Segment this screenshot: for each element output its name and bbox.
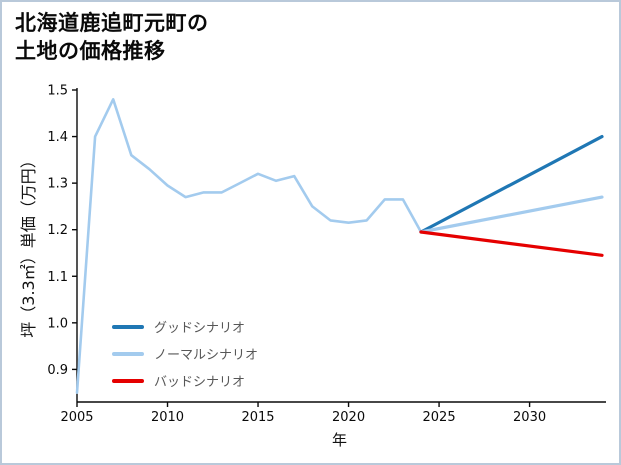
good-line bbox=[419, 135, 604, 234]
legend: グッドシナリオ ノーマルシナリオ バッドシナリオ bbox=[112, 318, 259, 390]
x-tick-label: 2025 bbox=[423, 410, 456, 425]
bad-scenario-swatch bbox=[112, 378, 144, 383]
title-line-2: 土地の価格推移 bbox=[15, 38, 166, 63]
y-tick-label: 0.9 bbox=[47, 363, 68, 378]
legend-label-good: グッドシナリオ bbox=[154, 321, 246, 336]
y-tick-label: 1.3 bbox=[47, 177, 68, 192]
x-tick-label: 2015 bbox=[241, 410, 274, 425]
history-line bbox=[75, 98, 423, 395]
legend-label-bad: バッドシナリオ bbox=[154, 375, 246, 390]
x-tick-label: 2030 bbox=[513, 410, 546, 425]
y-tick-label: 1.1 bbox=[47, 270, 68, 285]
legend-item-bad: バッドシナリオ bbox=[112, 372, 258, 390]
y-tick-label: 1.0 bbox=[47, 316, 68, 331]
y-axis-label: 坪（3.3㎡）単価（万円） bbox=[19, 152, 38, 338]
y-tick-label: 1.4 bbox=[47, 130, 68, 145]
legend-item-good: グッドシナリオ bbox=[112, 318, 258, 336]
x-axis-label: 年 bbox=[331, 431, 347, 449]
x-tick-label: 2005 bbox=[60, 410, 93, 425]
legend-item-normal: ノーマルシナリオ bbox=[112, 345, 259, 363]
y-tick-label: 1.5 bbox=[47, 84, 68, 99]
normal-line bbox=[419, 195, 604, 234]
y-tick-label: 1.2 bbox=[47, 223, 68, 238]
axes bbox=[72, 88, 606, 407]
page-title: 北海道鹿追町元町の 土地の価格推移 bbox=[15, 10, 209, 65]
normal-scenario-swatch bbox=[112, 351, 144, 356]
legend-label-normal: ノーマルシナリオ bbox=[154, 348, 259, 363]
title-line-1: 北海道鹿追町元町の bbox=[15, 11, 209, 35]
x-tick-label: 2020 bbox=[332, 410, 365, 425]
bad-line bbox=[419, 230, 604, 257]
x-tick-label: 2010 bbox=[151, 410, 184, 425]
good-scenario-swatch bbox=[112, 324, 144, 329]
tick-labels: 2005 2010 2015 2020 2025 2030 0.9 1.0 1.1 1.2 1.3 1… bbox=[47, 84, 546, 426]
